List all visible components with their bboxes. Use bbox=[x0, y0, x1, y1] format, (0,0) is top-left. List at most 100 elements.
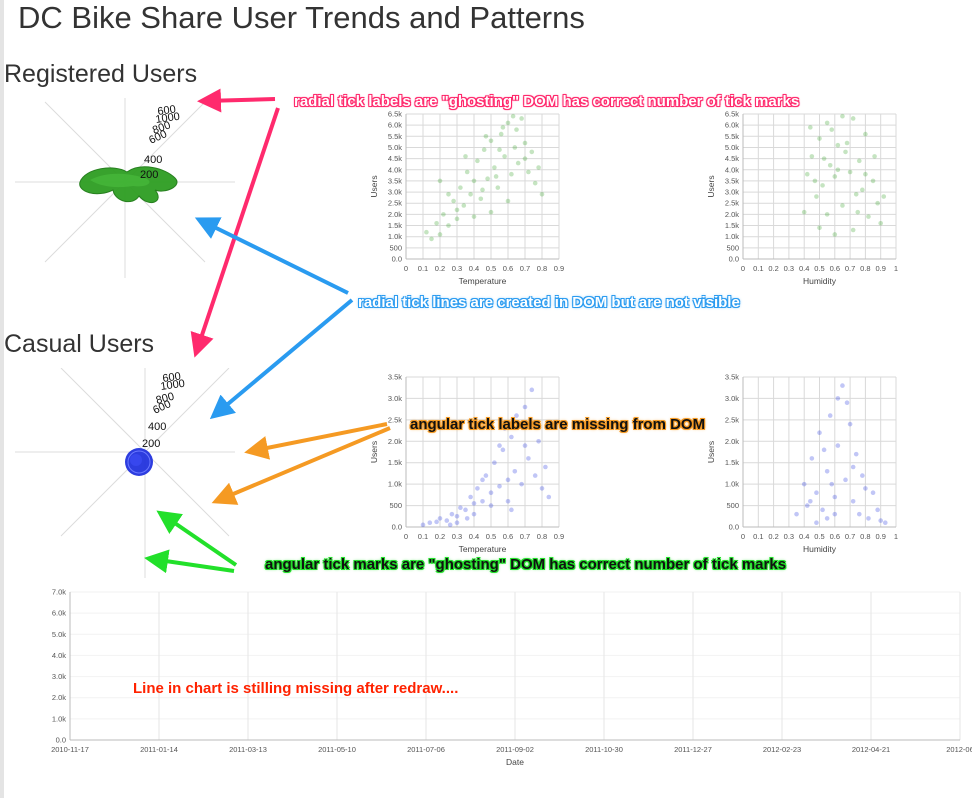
scatter-point bbox=[821, 447, 827, 453]
scatter-point bbox=[509, 434, 514, 440]
y-tick-label: 3.5k bbox=[388, 373, 402, 382]
x-tick-label: 0 bbox=[404, 264, 408, 273]
y-tick-label: 500 bbox=[726, 243, 739, 252]
x-tick-label: 0 bbox=[741, 264, 745, 273]
x-tick-label: 0.5 bbox=[486, 532, 496, 541]
scatter-point bbox=[536, 438, 541, 444]
x-tick-label: 2010-11-17 bbox=[51, 745, 89, 754]
y-tick-label: 2.5k bbox=[388, 415, 402, 424]
x-tick-label: 2011-01-14 bbox=[140, 745, 178, 754]
y-tick-label: 1.0k bbox=[725, 232, 739, 241]
scatter-point bbox=[855, 209, 861, 215]
scatter-point bbox=[492, 460, 497, 466]
scatter-point bbox=[850, 464, 856, 470]
y-axis-label: Users bbox=[706, 175, 716, 197]
scatter-point bbox=[519, 481, 524, 487]
scatter-point bbox=[801, 209, 807, 215]
x-tick-label: 2011-10-30 bbox=[585, 745, 623, 754]
scatter-point bbox=[446, 192, 451, 197]
radial-tick-label: 400 bbox=[144, 154, 162, 166]
scatter-point bbox=[526, 456, 531, 461]
scatter-point bbox=[820, 507, 825, 513]
scatter-point bbox=[458, 185, 463, 190]
y-tick-label: 4.5k bbox=[388, 154, 402, 163]
scatter-point bbox=[500, 447, 506, 453]
y-tick-label: 500 bbox=[389, 501, 402, 510]
y-axis-label: Users bbox=[369, 441, 379, 463]
scatter-point bbox=[881, 194, 887, 199]
registered-radial-chart: 600 1000 800 600 400 200 bbox=[15, 98, 235, 278]
scatter-point bbox=[471, 511, 477, 517]
y-tick-label: 0.0 bbox=[392, 255, 402, 264]
x-tick-label: 2011-03-13 bbox=[229, 745, 267, 754]
scatter-point bbox=[510, 113, 516, 119]
scatter-point bbox=[512, 468, 518, 474]
x-tick-label: 2011-09-02 bbox=[496, 745, 534, 754]
scatter-point bbox=[514, 127, 519, 132]
y-tick-label: 500 bbox=[389, 243, 402, 252]
scatter-point bbox=[492, 165, 497, 170]
y-tick-label: 0.0 bbox=[56, 736, 66, 745]
scatter-point bbox=[495, 185, 501, 190]
y-tick-label: 1.0k bbox=[725, 480, 739, 489]
scatter-point bbox=[856, 511, 862, 517]
x-axis-label: Temperature bbox=[459, 544, 507, 554]
scatter-point bbox=[804, 503, 810, 508]
x-tick-label: 0.2 bbox=[768, 532, 778, 541]
radial-tick-label: 1000 bbox=[155, 111, 181, 126]
y-tick-label: 3.0k bbox=[52, 672, 66, 681]
x-tick-label: 0.8 bbox=[860, 264, 870, 273]
registered-humidity-scatter: 0.0 500 1.0k 1.5k 2.0k 2.5k 3.0k 3.5k 4.0k 4.5k 5.… bbox=[706, 110, 898, 287]
scatter-point bbox=[519, 116, 524, 121]
radial-tick-label: 200 bbox=[142, 438, 160, 450]
scatter-point bbox=[437, 516, 443, 521]
scatter-point bbox=[526, 169, 531, 175]
scatter-point bbox=[840, 383, 845, 388]
x-tick-label: 0.5 bbox=[486, 264, 496, 273]
scatter-point bbox=[827, 413, 833, 418]
scatter-point bbox=[863, 486, 868, 491]
x-tick-label: 0.5 bbox=[814, 264, 824, 273]
scatter-point bbox=[856, 158, 862, 164]
y-tick-label: 4.0k bbox=[388, 165, 402, 174]
radial-tick-label: 600 bbox=[162, 371, 182, 385]
scatter-point bbox=[488, 209, 494, 215]
x-tick-label: 2012-02-23 bbox=[763, 745, 801, 754]
scatter-point bbox=[832, 232, 838, 237]
scatter-point bbox=[454, 513, 460, 519]
scatter-point bbox=[532, 473, 538, 478]
scatter-point bbox=[827, 163, 833, 168]
scatter-point bbox=[464, 169, 470, 175]
y-tick-label: 3.0k bbox=[388, 188, 402, 197]
scatter-point bbox=[522, 404, 528, 410]
scatter-point bbox=[808, 498, 813, 504]
casual-users-heading: Casual Users bbox=[4, 330, 155, 358]
scatter-point bbox=[870, 178, 876, 184]
scatter-point bbox=[493, 174, 499, 179]
y-tick-label: 0.0 bbox=[729, 255, 739, 264]
scatter-point bbox=[863, 131, 868, 137]
scatter-point bbox=[808, 125, 813, 130]
x-tick-label: 0.8 bbox=[537, 264, 547, 273]
scatter-point bbox=[434, 221, 439, 226]
scatter-point bbox=[824, 468, 830, 474]
scatter-point bbox=[866, 516, 871, 521]
radial-tick-label: 1000 bbox=[160, 378, 186, 393]
x-tick-label: 0 bbox=[404, 532, 408, 541]
scatter-point bbox=[471, 214, 477, 219]
scatter-point bbox=[461, 203, 467, 208]
scatter-point bbox=[840, 113, 845, 119]
x-tick-label: 2012-06 bbox=[946, 745, 972, 754]
x-tick-label: 0.8 bbox=[537, 532, 547, 541]
scatter-point bbox=[505, 198, 511, 204]
x-axis-label: Date bbox=[506, 757, 524, 767]
y-tick-label: 500 bbox=[726, 501, 739, 510]
x-axis-label: Humidity bbox=[803, 544, 837, 554]
registered-temperature-scatter: 0.0 500 1.0k 1.5k 2.0k 2.5k 3.0k 3.5k 4.0k 4.5k 5.… bbox=[369, 110, 564, 287]
scatter-point bbox=[464, 516, 470, 521]
x-tick-label: 2011-05-10 bbox=[318, 745, 356, 754]
scatter-point bbox=[817, 225, 822, 231]
y-tick-label: 1.5k bbox=[388, 458, 402, 467]
scatter-point bbox=[483, 473, 489, 478]
annotation-radial-labels: radial tick labels are "ghosting" DOM ha… bbox=[294, 93, 800, 110]
